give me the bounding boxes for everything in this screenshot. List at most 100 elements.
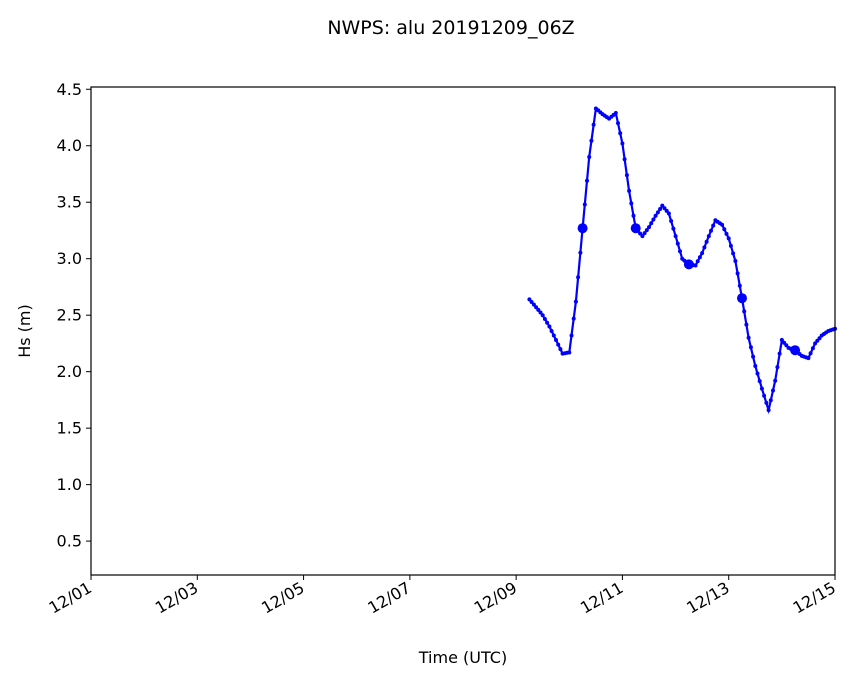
data-point bbox=[753, 364, 758, 368]
data-point-large bbox=[790, 345, 801, 356]
data-point bbox=[558, 347, 563, 352]
data-point bbox=[549, 329, 554, 333]
data-point bbox=[673, 234, 678, 239]
data-point bbox=[777, 351, 782, 356]
data-point bbox=[538, 310, 543, 315]
data-point bbox=[642, 231, 647, 236]
data-point bbox=[547, 324, 552, 329]
y-tick-label: 2.5 bbox=[57, 306, 82, 325]
data-point bbox=[638, 231, 643, 236]
data-point bbox=[726, 236, 731, 241]
data-point bbox=[731, 251, 736, 256]
data-point bbox=[775, 365, 780, 370]
data-point bbox=[640, 234, 645, 239]
data-point bbox=[658, 207, 663, 211]
data-point bbox=[578, 250, 583, 255]
y-tick-label: 3.0 bbox=[57, 249, 82, 268]
data-point bbox=[591, 122, 596, 127]
data-point bbox=[531, 302, 536, 307]
data-point bbox=[773, 378, 778, 383]
data-point bbox=[768, 398, 773, 403]
axes-frame bbox=[90, 86, 836, 576]
data-point bbox=[624, 173, 629, 178]
data-point bbox=[669, 219, 674, 223]
data-point bbox=[722, 227, 727, 232]
data-point bbox=[813, 341, 818, 346]
data-point bbox=[613, 111, 618, 115]
data-point bbox=[728, 243, 733, 248]
data-point bbox=[779, 338, 784, 342]
data-point-large bbox=[683, 259, 694, 270]
data-point bbox=[806, 356, 811, 361]
data-point bbox=[733, 259, 738, 263]
y-axis-title: Hs (m) bbox=[15, 304, 34, 358]
data-point bbox=[587, 155, 592, 159]
y-tick-label: 2.0 bbox=[57, 362, 82, 381]
data-point bbox=[622, 157, 627, 162]
data-point bbox=[700, 251, 705, 256]
data-point bbox=[751, 354, 756, 359]
data-point bbox=[704, 239, 709, 244]
data-point bbox=[810, 346, 815, 351]
data-point bbox=[551, 333, 556, 338]
data-point bbox=[545, 320, 550, 325]
data-point bbox=[649, 221, 654, 226]
data-point bbox=[534, 305, 539, 310]
y-tick-label: 0.5 bbox=[57, 532, 82, 551]
y-tick-label: 4.5 bbox=[57, 80, 82, 99]
data-point bbox=[724, 231, 729, 236]
data-point bbox=[644, 228, 649, 233]
data-point bbox=[759, 386, 764, 391]
data-point bbox=[762, 393, 767, 398]
data-point bbox=[757, 379, 762, 384]
data-point bbox=[536, 307, 541, 312]
data-point bbox=[554, 338, 558, 342]
data-point bbox=[744, 322, 749, 327]
data-point bbox=[651, 217, 656, 222]
data-point bbox=[573, 299, 578, 304]
data-point bbox=[569, 333, 574, 338]
chart-title: NWPS: alu 20191209_06Z bbox=[327, 17, 574, 39]
data-point bbox=[742, 309, 747, 314]
data-point bbox=[585, 178, 589, 183]
data-point bbox=[542, 317, 547, 321]
data-point bbox=[695, 259, 700, 264]
data-point-large bbox=[577, 223, 588, 234]
data-point bbox=[631, 213, 636, 218]
data-point bbox=[817, 336, 822, 341]
data-point-large bbox=[630, 223, 641, 234]
data-point bbox=[571, 316, 576, 321]
y-tick-label: 3.5 bbox=[57, 193, 82, 212]
data-point bbox=[664, 208, 669, 213]
x-axis-title: Time (UTC) bbox=[418, 648, 507, 667]
data-point bbox=[653, 213, 658, 218]
data-point bbox=[702, 245, 707, 250]
data-point bbox=[647, 225, 651, 230]
y-tick-label: 4.0 bbox=[57, 136, 82, 155]
data-point bbox=[556, 342, 561, 347]
data-point bbox=[675, 241, 680, 246]
data-point bbox=[735, 271, 740, 276]
data-point bbox=[720, 222, 725, 227]
data-point bbox=[616, 121, 620, 126]
data-point bbox=[582, 202, 587, 207]
data-point bbox=[678, 249, 682, 254]
data-point bbox=[529, 300, 534, 304]
data-point bbox=[764, 400, 769, 405]
data-point bbox=[711, 223, 716, 228]
data-point bbox=[746, 335, 751, 340]
data-point bbox=[589, 138, 594, 143]
data-point bbox=[618, 131, 623, 136]
y-tick-label: 1.5 bbox=[57, 419, 82, 438]
data-point bbox=[666, 211, 671, 216]
data-point bbox=[737, 283, 742, 288]
data-point bbox=[540, 313, 545, 318]
data-point bbox=[693, 263, 698, 268]
data-point bbox=[627, 188, 632, 193]
data-point bbox=[576, 275, 581, 280]
data-point-large bbox=[737, 293, 747, 304]
plot-area bbox=[527, 106, 837, 415]
data-point bbox=[766, 408, 771, 413]
